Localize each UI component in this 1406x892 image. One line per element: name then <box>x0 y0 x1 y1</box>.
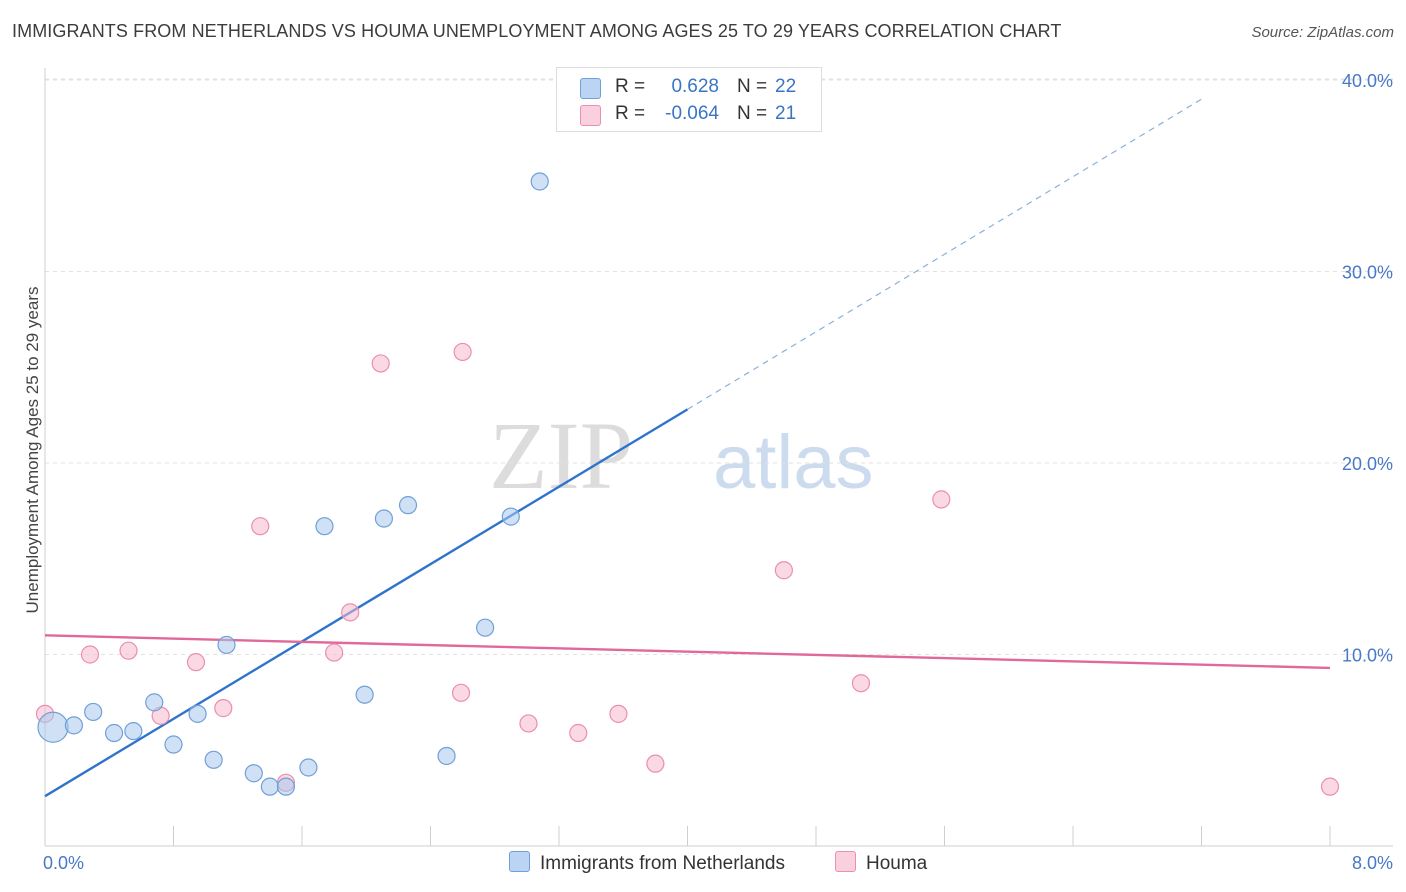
tick-labels: 10.0% 20.0% 30.0% 40.0% 0.0% 8.0% <box>43 71 1393 873</box>
netherlands-swatch-icon <box>580 78 601 99</box>
legend-item-houma[interactable]: Houma <box>835 851 927 875</box>
netherlands-point <box>260 777 279 796</box>
n-value: 21 <box>775 103 797 124</box>
source-label: Source: ZipAtlas.com <box>1251 24 1394 41</box>
houma-legend-swatch-icon <box>835 851 856 872</box>
y-tick-label: 20.0% <box>1342 454 1393 474</box>
houma-point <box>1320 777 1340 796</box>
r-label: R = <box>615 76 646 97</box>
houma-point <box>371 354 390 373</box>
houma-point <box>251 517 270 536</box>
stats-box: R = 0.628 N = 22 R = -0.064 N = 21 <box>556 67 822 132</box>
netherlands-point <box>204 750 223 769</box>
houma-point <box>609 704 628 723</box>
houma-point <box>214 699 233 718</box>
n-value: 22 <box>775 76 797 97</box>
data-points <box>35 172 1340 796</box>
houma-point <box>341 603 360 622</box>
x-tick-label: 8.0% <box>1352 853 1393 873</box>
houma-point <box>325 643 344 662</box>
netherlands-point <box>530 172 549 191</box>
y-tick-label: 10.0% <box>1342 646 1393 666</box>
gridlines <box>45 78 1393 655</box>
netherlands-point <box>188 704 207 723</box>
legend-label: Immigrants from Netherlands <box>540 853 785 874</box>
houma-point <box>932 490 951 509</box>
houma-point <box>453 342 472 362</box>
stats-row-houma: R = -0.064 N = 21 <box>557 101 821 127</box>
n-label: N = <box>737 76 768 97</box>
netherlands-point <box>145 693 164 712</box>
netherlands-trend-line <box>44 408 689 798</box>
netherlands-point <box>124 721 143 741</box>
netherlands-point <box>276 777 296 796</box>
netherlands-point <box>398 496 418 515</box>
trend-lines <box>44 98 1331 798</box>
houma-point <box>119 641 138 660</box>
legend-item-netherlands[interactable]: Immigrants from Netherlands <box>509 851 785 875</box>
houma-point <box>646 754 665 773</box>
netherlands-point <box>437 746 456 766</box>
netherlands-point <box>104 723 124 743</box>
houma-point <box>774 561 793 580</box>
legend-label: Houma <box>866 853 928 874</box>
netherlands-point <box>217 635 236 655</box>
netherlands-trend-extension <box>687 98 1202 410</box>
houma-point <box>80 645 100 664</box>
x-tick-label: 0.0% <box>43 853 84 873</box>
y-tick-label: 30.0% <box>1342 263 1393 283</box>
houma-point <box>451 683 471 702</box>
netherlands-point <box>476 618 495 637</box>
netherlands-point <box>244 764 263 783</box>
netherlands-legend-swatch-icon <box>509 851 530 872</box>
netherlands-point <box>501 507 520 526</box>
netherlands-point <box>37 711 69 743</box>
houma-trend-line <box>44 634 1331 670</box>
netherlands-point <box>64 716 84 735</box>
netherlands-point <box>299 758 318 777</box>
y-tick-label: 40.0% <box>1342 71 1393 91</box>
netherlands-point <box>315 517 334 536</box>
houma-point <box>569 723 588 743</box>
netherlands-point <box>84 702 103 722</box>
watermark-atlas: atlas <box>713 420 874 505</box>
houma-point <box>186 653 206 672</box>
houma-point <box>851 674 871 693</box>
houma-swatch-icon <box>580 105 601 126</box>
houma-point <box>519 714 538 733</box>
netherlands-point <box>355 685 374 704</box>
r-label: R = <box>615 103 646 124</box>
r-value: 0.628 <box>671 76 719 97</box>
netherlands-point <box>164 735 183 754</box>
n-label: N = <box>737 103 768 124</box>
r-value: -0.064 <box>665 103 719 124</box>
stats-row-netherlands: R = 0.628 N = 22 <box>557 74 821 100</box>
netherlands-point <box>374 509 394 528</box>
legend: Immigrants from Netherlands Houma <box>0 851 1406 877</box>
chart-title: IMMIGRANTS FROM NETHERLANDS VS HOUMA UNE… <box>12 21 1062 41</box>
